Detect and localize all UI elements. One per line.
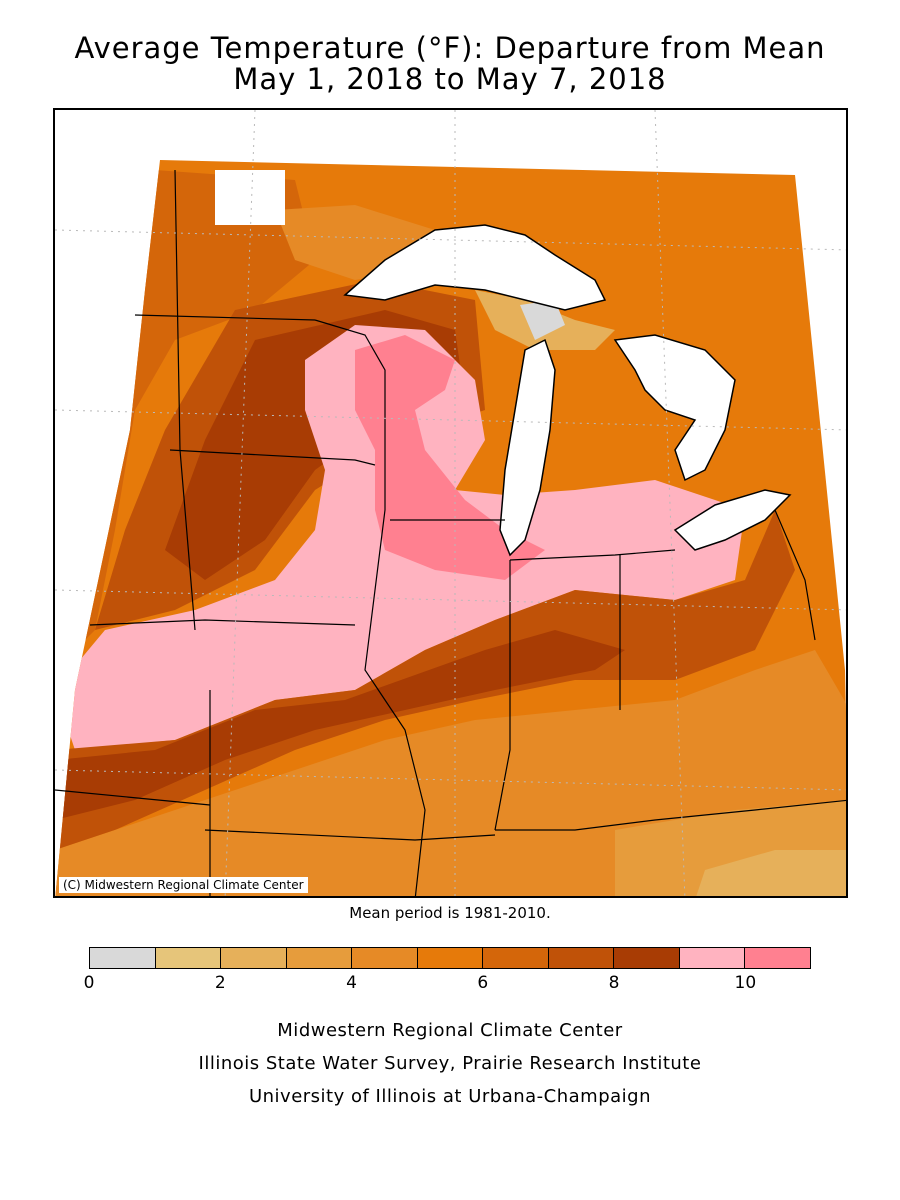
state-border	[314, 319, 426, 896]
state-border	[204, 829, 496, 841]
no-data-area	[215, 170, 285, 225]
mean-period-note: Mean period is 1981-2010.	[349, 904, 551, 922]
lake-erie	[673, 489, 792, 551]
state-border	[495, 799, 846, 831]
credit-line-3: University of Illinois at Urbana-Champai…	[248, 1086, 652, 1107]
legend-tick-label: 10	[734, 973, 757, 993]
lake-superior	[343, 224, 607, 311]
legend-swatch	[221, 948, 287, 968]
legend-swatch	[548, 948, 615, 968]
state-border	[134, 314, 316, 321]
legend-tick-label: 6	[477, 973, 489, 993]
credit-line-2: Illinois State Water Survey, Prairie Res…	[198, 1053, 702, 1074]
anomaly-band-hotspot	[355, 335, 545, 580]
state-border	[169, 449, 376, 466]
state-border	[55, 789, 211, 806]
map-copyright: (C) Midwestern Regional Climate Center	[59, 877, 308, 893]
legend-swatch	[155, 948, 222, 968]
legend-swatch	[745, 948, 811, 968]
lake-michigan	[499, 338, 556, 557]
credit-line-1: Midwestern Regional Climate Center	[277, 1020, 623, 1041]
state-border	[774, 509, 816, 641]
legend-tick-label: 2	[214, 973, 226, 993]
map-canvas	[55, 110, 846, 896]
legend-swatch	[679, 948, 746, 968]
map-title: Average Temperature (°F): Departure from…	[74, 31, 826, 65]
lake-huron	[613, 334, 736, 482]
legend-tick-label: 8	[608, 973, 620, 993]
legend-swatch	[352, 948, 418, 968]
legend-swatch	[286, 948, 353, 968]
legend-swatch	[614, 948, 680, 968]
state-border	[494, 560, 511, 831]
legend-tick-label: 4	[346, 973, 357, 993]
graticule	[55, 110, 846, 896]
legend-swatch	[483, 948, 549, 968]
anomaly-band-zero	[520, 300, 565, 340]
map-date-range: May 1, 2018 to May 7, 2018	[233, 62, 667, 96]
legend-tick-label: 0	[83, 973, 95, 993]
state-border	[509, 549, 676, 561]
temperature-departure-map: (C) Midwestern Regional Climate Center	[53, 108, 848, 898]
legend-swatch	[90, 948, 156, 968]
state-border	[89, 619, 356, 626]
state-borders	[55, 169, 846, 896]
color-legend	[89, 947, 811, 969]
legend-swatch	[417, 948, 484, 968]
anomaly-band	[55, 630, 625, 820]
anomaly-band	[695, 850, 846, 896]
